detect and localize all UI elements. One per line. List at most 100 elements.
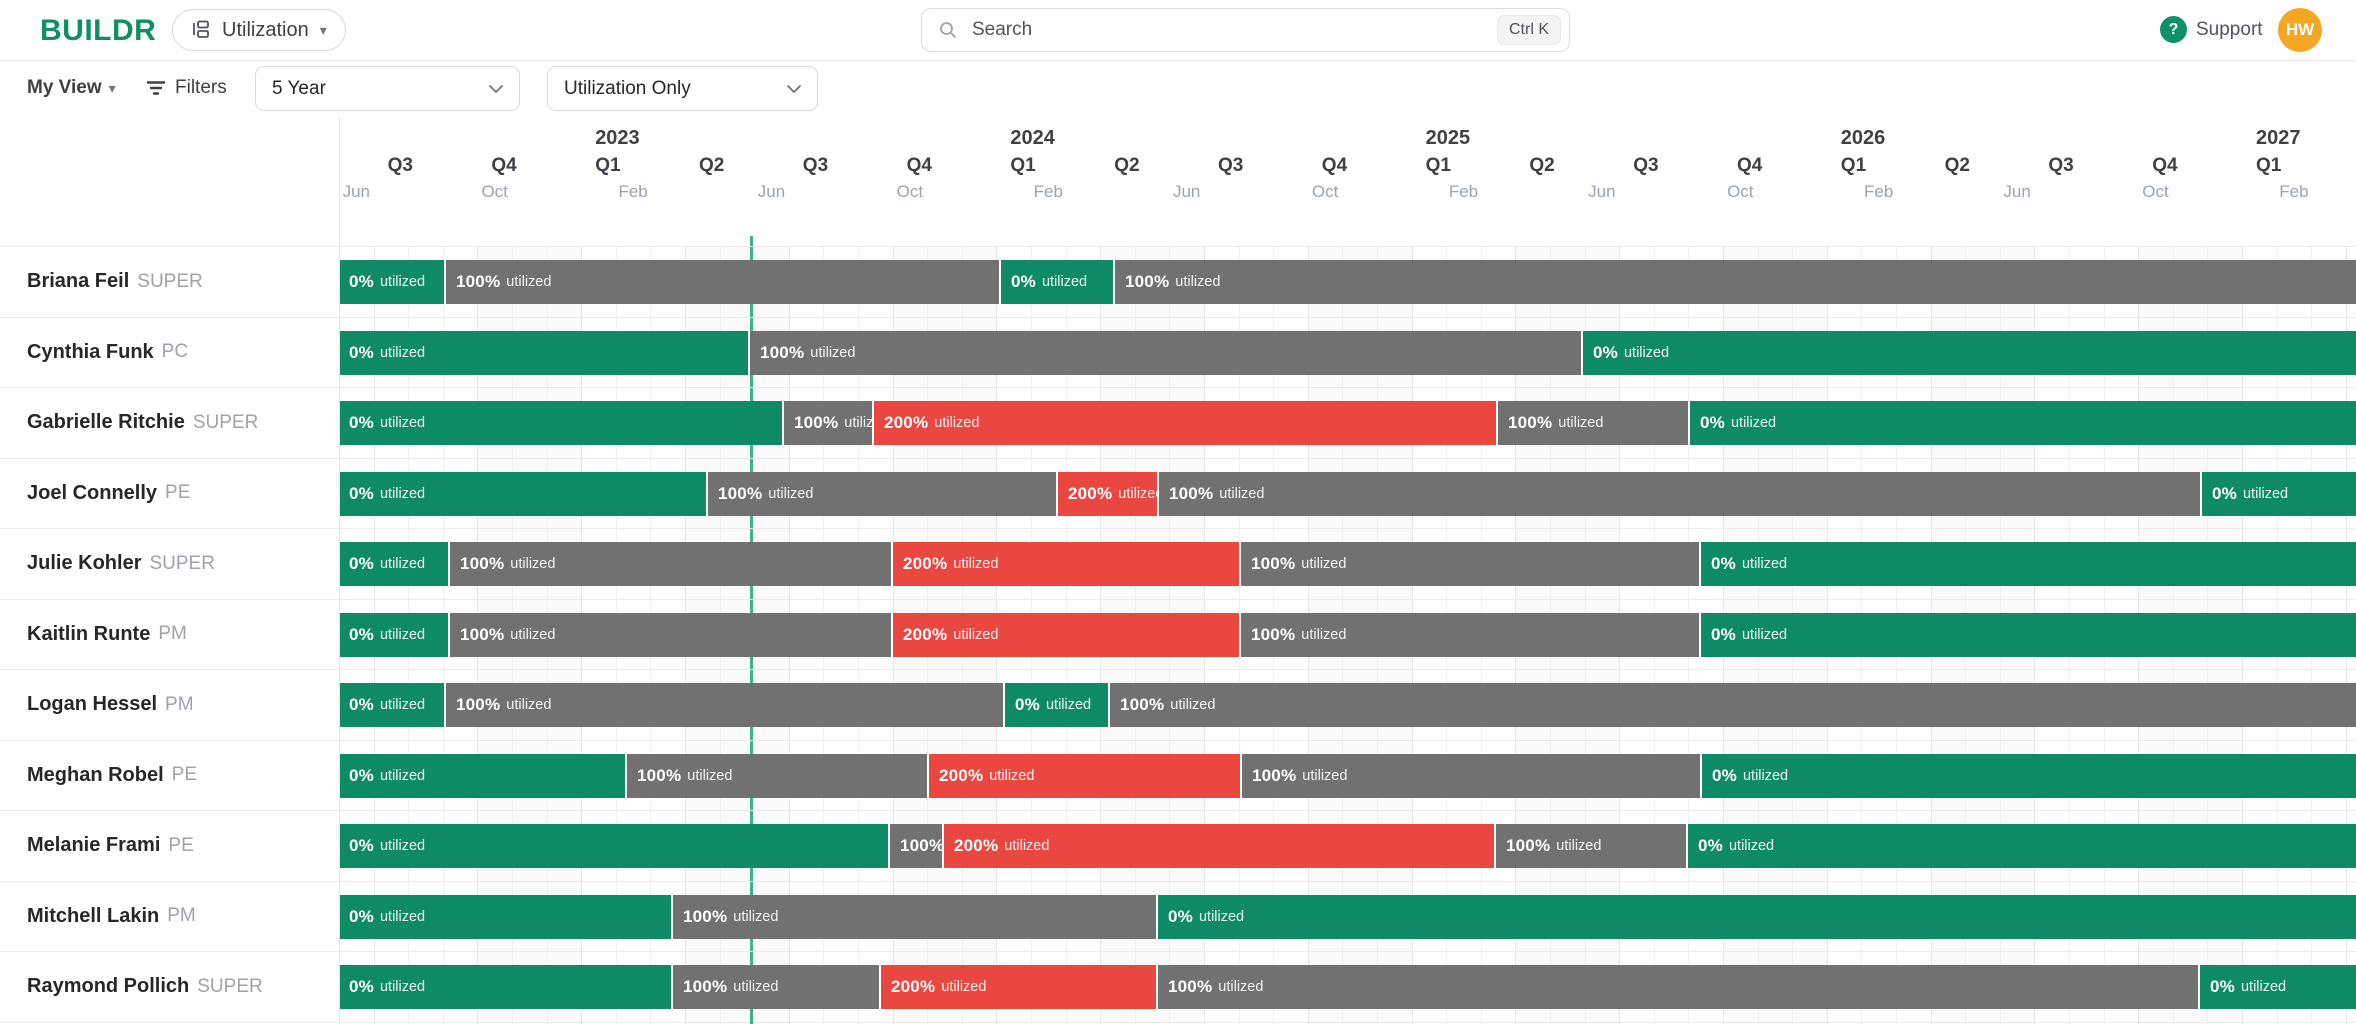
utilization-percentage: 200% bbox=[1068, 483, 1113, 503]
utilization-bar-segment[interactable]: 0% utilized bbox=[339, 542, 448, 586]
utilization-suffix-label: utilized bbox=[1728, 838, 1775, 854]
utilization-suffix-label: utilized bbox=[379, 697, 426, 713]
quarter-label: Q4 bbox=[1737, 155, 1763, 176]
search-bar[interactable]: Ctrl K bbox=[921, 8, 1570, 52]
utilization-suffix-label: utilized bbox=[2240, 979, 2287, 995]
utilization-bar-segment[interactable]: 100%utilized bbox=[1157, 471, 2200, 516]
utilization-bar-segment[interactable]: 0% utilized bbox=[339, 965, 671, 1009]
resource-role: SUPER bbox=[149, 552, 215, 574]
utilization-percentage: 0% bbox=[1711, 624, 1736, 644]
utilization-bar-segment[interactable]: 100%utilized bbox=[625, 753, 927, 798]
utilization-bar-segment[interactable]: 0% utilized bbox=[1156, 894, 2356, 939]
utilization-bar-segment[interactable]: 0% utilized bbox=[339, 401, 782, 445]
utilization-bar-segment[interactable]: 0% utilized bbox=[339, 824, 888, 868]
user-avatar[interactable]: HW bbox=[2278, 8, 2322, 52]
utilization-row: Joel Connelly PE 0% utilized 100% utilized 200… bbox=[0, 457, 2356, 529]
resource-role: PE bbox=[171, 764, 198, 786]
utilization-bar-segment[interactable]: 0% utilized bbox=[1699, 542, 2356, 586]
utilization-suffix-label: utilized bbox=[1730, 415, 1777, 431]
utilization-bar-segment[interactable]: 200% utilized bbox=[942, 824, 1494, 868]
month-label: Feb bbox=[1033, 182, 1063, 201]
utilization-suffix-label: utilized bbox=[379, 344, 426, 361]
utilization-bar-segment[interactable]: 0% utilized bbox=[339, 330, 748, 375]
utilization-suffix-label: utilized bbox=[1045, 697, 1092, 713]
utilization-bar-segment[interactable]: 100%utilized bbox=[1156, 965, 2198, 1009]
utilization-bar-segment[interactable]: 0% utilized bbox=[1003, 683, 1108, 727]
app-logo: BUILDR bbox=[40, 14, 157, 47]
utilization-bar-segment[interactable]: 100%utilized bbox=[1496, 401, 1688, 445]
utilization-suffix-label: utilized bbox=[379, 908, 426, 925]
utilization-bar-segment[interactable]: 200% utilized bbox=[1056, 471, 1157, 516]
utilization-suffix-label: utilized bbox=[1301, 626, 1347, 643]
utilization-bar-segment[interactable]: 0% utilized bbox=[1581, 330, 2356, 375]
month-label: Jun bbox=[757, 182, 786, 201]
help-question-icon: ? bbox=[2160, 16, 2187, 43]
utilization-bar-segment[interactable]: 0% utilized bbox=[339, 471, 706, 516]
utilization-bar-segment[interactable]: 200% utilized bbox=[891, 612, 1239, 657]
utilization-bar-segment[interactable]: 100%utilized bbox=[1108, 683, 2356, 727]
utilization-bar-segment[interactable]: 200% utilized bbox=[879, 965, 1156, 1009]
utilization-bar-segment[interactable]: 100%utilized bbox=[748, 330, 1581, 375]
utilization-bar-segment[interactable]: 0% utilized bbox=[1688, 401, 2356, 445]
utilization-bar-segment[interactable]: 100%utilized bbox=[1240, 753, 1700, 798]
utilization-bar-segment[interactable]: 200% utilized bbox=[872, 401, 1496, 445]
utilization-bar-segment[interactable]: 200% utilized bbox=[927, 753, 1240, 798]
filter-icon bbox=[146, 79, 166, 97]
utilization-suffix-label: utilized bbox=[506, 274, 552, 290]
utilization-bar-segment[interactable]: 0% utilized bbox=[1700, 753, 2356, 798]
utilization-bar-segment[interactable]: 0% utilized bbox=[1699, 612, 2356, 657]
utilization-percentage: 0% bbox=[1698, 836, 1723, 855]
utilization-bar-segment[interactable]: 100% utilized bbox=[444, 260, 999, 304]
utilization-bar-segment[interactable]: 100%utilized bbox=[1494, 824, 1686, 868]
view-mode-select[interactable]: Utilization Only bbox=[547, 66, 818, 111]
resource-role: SUPER bbox=[192, 411, 259, 433]
utilization-bar-segment[interactable]: 100%utilized bbox=[1239, 542, 1699, 586]
utilization-percentage: 0% bbox=[2210, 977, 2235, 996]
month-label: Jun bbox=[1172, 182, 1201, 201]
utilization-suffix-label: utilized bbox=[379, 485, 426, 502]
utilization-percentage: 0% bbox=[1712, 765, 1737, 785]
support-button[interactable]: ? Support bbox=[2160, 16, 2263, 43]
utilization-suffix-label: utilized bbox=[1219, 485, 1265, 502]
utilization-percentage: 100% bbox=[456, 272, 501, 291]
utilization-suffix-label: utilized bbox=[2242, 485, 2289, 502]
utilization-bar-segment[interactable]: 0% utilized bbox=[339, 894, 671, 939]
range-select[interactable]: 5 Year bbox=[255, 66, 520, 111]
utilization-bar-segment[interactable]: 100%utilized bbox=[706, 471, 1056, 516]
quarter-label: Q4 bbox=[906, 155, 932, 176]
utilization-bar-segment[interactable]: 100%utilized bbox=[1113, 260, 2356, 304]
utilization-bar-segment[interactable]: 0% utilized bbox=[339, 753, 625, 798]
utilization-bar-segment[interactable]: 0% utilized bbox=[339, 612, 448, 657]
resource-label: Kaitlin Runte PM bbox=[27, 600, 187, 670]
filters-button[interactable]: Filters bbox=[146, 77, 227, 99]
utilization-bar-segment[interactable]: 0% utilized bbox=[2198, 965, 2356, 1009]
view-switcher-button[interactable]: Utilization ▾ bbox=[172, 9, 346, 51]
search-input[interactable] bbox=[970, 18, 1485, 42]
utilization-bar-segment[interactable]: 100%utilized bbox=[888, 824, 942, 868]
resource-role: PC bbox=[161, 341, 189, 363]
utilization-bar-segment[interactable]: 200% utilized bbox=[891, 542, 1239, 586]
utilization-bar-segment[interactable]: 100%utilized bbox=[1239, 612, 1699, 657]
utilization-bar-segment[interactable]: 0% utilized bbox=[2200, 471, 2356, 516]
utilization-suffix-label: utilized bbox=[1301, 556, 1347, 572]
utilization-bar-segment[interactable]: 100%utilized bbox=[448, 612, 891, 657]
utilization-bar-segment[interactable]: 0% utilized bbox=[1686, 824, 2356, 868]
utilization-bar-segment[interactable]: 100%utilized bbox=[448, 542, 891, 586]
resource-name: Meghan Robel bbox=[27, 763, 164, 786]
my-view-button[interactable]: My View ▾ bbox=[27, 77, 116, 99]
utilization-bar-segment[interactable]: 100%utilized bbox=[671, 965, 879, 1009]
resource-role: PE bbox=[165, 482, 191, 504]
quarter-label: Q3 bbox=[2048, 155, 2074, 176]
utilization-percentage: 0% bbox=[2212, 483, 2237, 503]
utilization-bar-segment[interactable]: 100%utilized bbox=[444, 683, 1003, 727]
utilization-bar-segment[interactable]: 0% utilized bbox=[999, 260, 1113, 304]
utilization-percentage: 0% bbox=[1168, 906, 1193, 926]
utilization-bar-segment[interactable]: 0% utilized bbox=[339, 260, 444, 304]
utilization-suffix-label: utilized bbox=[1041, 274, 1088, 290]
utilization-percentage: 0% bbox=[349, 483, 374, 503]
utilization-bar-segment[interactable]: 100%utilized bbox=[782, 401, 872, 445]
utilization-suffix-label: utilized bbox=[1004, 838, 1050, 854]
resource-label: Julie Kohler SUPER bbox=[27, 529, 215, 599]
utilization-bar-segment[interactable]: 0% utilized bbox=[339, 683, 444, 727]
utilization-bar-segment[interactable]: 100%utilized bbox=[671, 894, 1156, 939]
